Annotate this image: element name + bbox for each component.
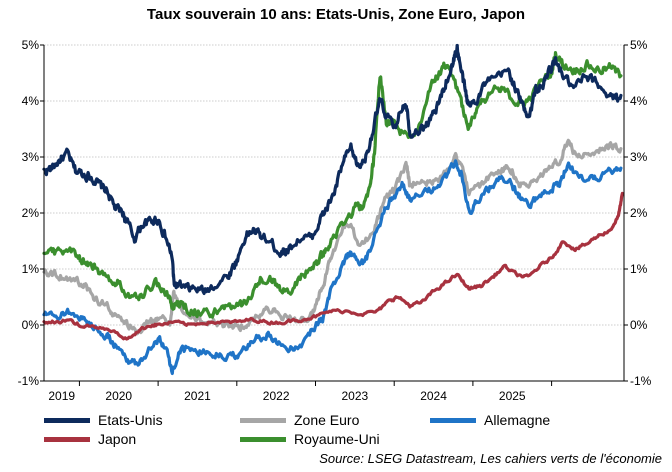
series-line-etats-unis xyxy=(42,43,623,295)
y-tick-label-right: 2% xyxy=(630,206,648,220)
tick-labels: -1% -1% 0% 0% 1% 1% 2% 2% 3% 3% 4% 4% 5% 5% 2019 2020 20… xyxy=(18,38,652,403)
legend-swatch-etats-unis xyxy=(44,417,90,423)
x-tick-label: 2025 xyxy=(499,389,526,403)
y-tick-label-right: 5% xyxy=(630,38,648,52)
y-tick-label-left: 2% xyxy=(22,206,40,220)
legend-item-royaume-uni: Royaume-Uni xyxy=(240,430,380,448)
legend-label: Royaume-Uni xyxy=(294,431,380,447)
x-tick-label: 2024 xyxy=(420,389,447,403)
axes xyxy=(40,44,628,386)
legend-label: Allemagne xyxy=(484,412,551,428)
y-tick-label-left: 5% xyxy=(22,38,40,52)
y-tick-label-left: 0% xyxy=(22,318,40,332)
y-tick-label-left: 4% xyxy=(22,94,40,108)
x-tick-label: 2019 xyxy=(48,389,75,403)
legend-swatch-allemagne xyxy=(430,417,476,423)
y-tick-label-right: 1% xyxy=(630,262,648,276)
series-line-allemagne xyxy=(42,159,623,376)
legend-item-allemagne: Allemagne xyxy=(430,411,550,429)
x-tick-label: 2021 xyxy=(184,389,211,403)
y-tick-label-right: 0% xyxy=(630,318,648,332)
legend-swatch-zone-euro xyxy=(240,417,286,423)
x-tick-label: 2020 xyxy=(105,389,132,403)
gridlines xyxy=(44,44,624,326)
legend-label: Zone Euro xyxy=(294,412,360,428)
legend-swatch-japon xyxy=(44,436,90,442)
legend-swatch-royaume-uni xyxy=(240,436,286,442)
legend-label: Japon xyxy=(98,431,137,447)
y-tick-label-right: 3% xyxy=(630,150,648,164)
y-tick-label-left: 3% xyxy=(22,150,40,164)
legend-item-japon: Japon xyxy=(44,430,136,448)
y-tick-label-right: 4% xyxy=(630,94,648,108)
y-tick-label-left: 1% xyxy=(22,262,40,276)
x-tick-label: 2023 xyxy=(342,389,369,403)
legend-item-etats-unis: Etats-Unis xyxy=(44,411,163,429)
y-tick-label-right: -1% xyxy=(630,374,652,388)
chart-title: Taux souverain 10 ans: Etats-Unis, Zone … xyxy=(146,6,526,23)
source-note: Source: LSEG Datastream, Les cahiers ver… xyxy=(319,451,662,466)
y-tick-label-left: -1% xyxy=(18,374,40,388)
x-tick-label: 2022 xyxy=(263,389,290,403)
legend-label: Etats-Unis xyxy=(98,412,163,428)
series-lines xyxy=(42,43,624,376)
series-line-japon xyxy=(42,191,624,341)
legend-item-zone-euro: Zone Euro xyxy=(240,411,359,429)
